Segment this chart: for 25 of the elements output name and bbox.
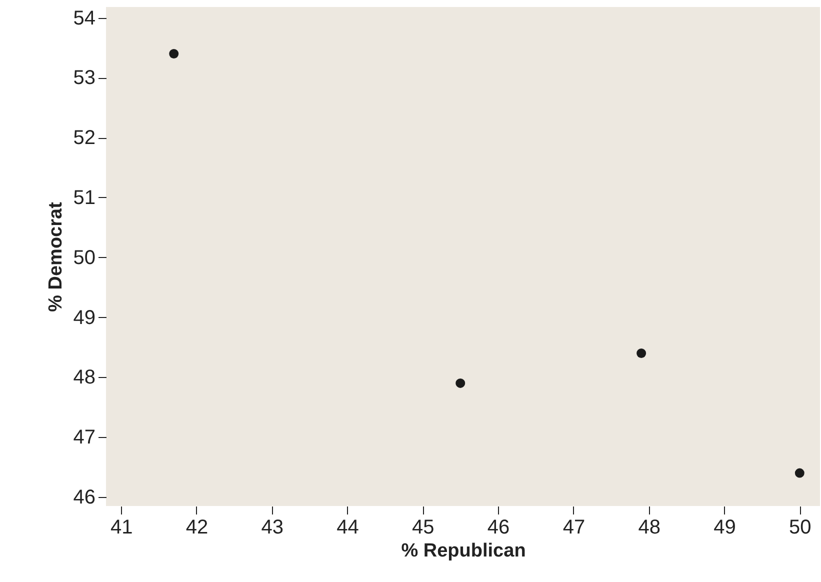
x-tick-label: 43 <box>261 516 284 538</box>
x-tick-label: 50 <box>789 516 812 538</box>
x-tick-label: 48 <box>638 516 660 538</box>
x-tick-label: 46 <box>487 516 510 538</box>
x-tick-label: 49 <box>714 516 736 538</box>
y-tick-label: 49 <box>73 306 96 329</box>
y-tick-label: 52 <box>73 127 96 150</box>
y-tick-label: 51 <box>73 186 96 209</box>
y-tick-label: 50 <box>73 246 96 269</box>
x-tick-label: 44 <box>336 516 359 538</box>
point <box>636 348 646 358</box>
point <box>456 378 466 388</box>
point <box>169 48 179 58</box>
x-tick-label: 41 <box>110 516 133 538</box>
y-tick-label: 48 <box>73 366 96 389</box>
x-axis-title: % Republican <box>401 540 526 562</box>
x-tick-label: 47 <box>562 516 586 538</box>
y-axis-title: % Democrat <box>45 201 66 312</box>
point <box>794 468 804 478</box>
x-tick-label: 45 <box>412 516 434 538</box>
x-tick-label: 42 <box>186 516 208 538</box>
y-tick-label: 46 <box>73 486 96 509</box>
y-tick-label: 54 <box>73 7 96 30</box>
y-tick-label: 47 <box>73 426 96 449</box>
y-tick-label: 53 <box>73 67 96 90</box>
